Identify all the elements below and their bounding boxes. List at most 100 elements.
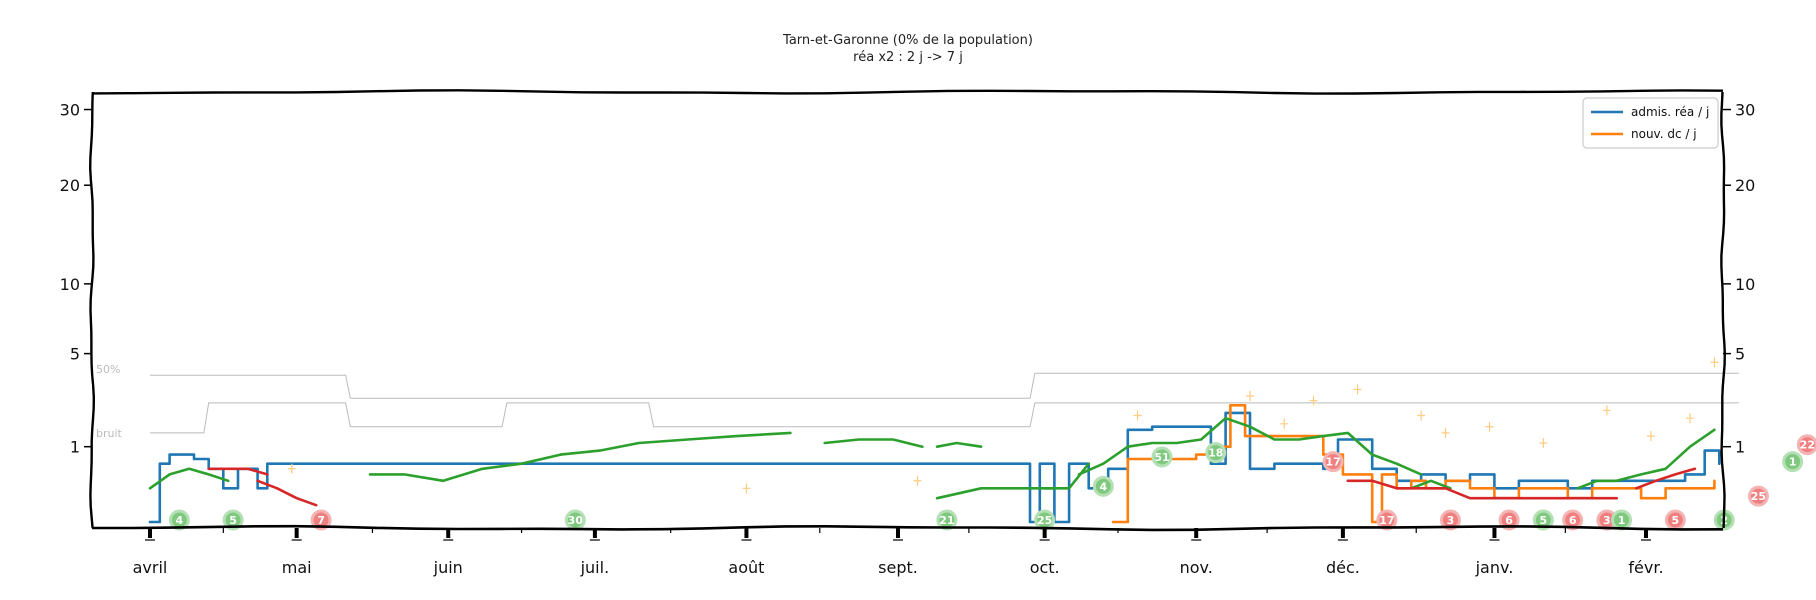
month-label: sept. bbox=[878, 558, 918, 577]
badge-13: 5 bbox=[1532, 509, 1554, 531]
badge-12: 6 bbox=[1498, 509, 1520, 531]
series-c2ca02c-segment-4 bbox=[935, 441, 983, 448]
cross-marker-5 bbox=[1280, 418, 1289, 429]
badge-circle bbox=[1205, 442, 1227, 464]
badge-label: 18 bbox=[1208, 447, 1223, 460]
threshold-bands: 50% bruit bbox=[96, 363, 1739, 440]
cross-marker-13 bbox=[1646, 431, 1655, 442]
badge-circle bbox=[1782, 451, 1804, 473]
badge-1: 5 bbox=[222, 509, 244, 531]
badge-label: 25 bbox=[1751, 490, 1766, 503]
cross-marker-9 bbox=[1441, 427, 1450, 438]
series-cd62728-segment-0 bbox=[207, 467, 269, 476]
badge-label: 22 bbox=[1800, 439, 1815, 452]
badge-label: 17 bbox=[1325, 456, 1340, 469]
badge-10: 17 bbox=[1376, 509, 1398, 531]
badge-16: 1 bbox=[1611, 509, 1633, 531]
cross-marker-11 bbox=[1539, 438, 1548, 449]
badge-19: 25 bbox=[1747, 485, 1769, 507]
series-layer bbox=[148, 404, 1721, 524]
badge-label: 1 bbox=[1789, 456, 1797, 469]
crosses-layer bbox=[287, 357, 1719, 494]
series-admis-r-a-j-line bbox=[148, 411, 1721, 524]
frame-left bbox=[88, 91, 96, 529]
badge-20: 1 bbox=[1782, 451, 1804, 473]
band-noise-label: bruit bbox=[96, 427, 123, 440]
badge-label: 5 bbox=[1540, 514, 1548, 527]
month-label: oct. bbox=[1030, 558, 1060, 577]
axes: 1 1 5 5 10 10 20 20 30 30 avril mai juin juil. août sep… bbox=[60, 89, 1755, 577]
badge-6: 4 bbox=[1092, 475, 1114, 497]
month-label: févr. bbox=[1628, 558, 1663, 577]
y-tick-label-left: 10 bbox=[60, 275, 80, 294]
badge-17: 5 bbox=[1664, 509, 1686, 531]
cross-marker-7 bbox=[1353, 384, 1362, 395]
badge-circle bbox=[310, 509, 332, 531]
cross-marker-15 bbox=[1710, 357, 1719, 368]
badge-4: 21 bbox=[936, 509, 958, 531]
badge-label: 5 bbox=[1672, 514, 1680, 527]
badge-circle bbox=[1092, 475, 1114, 497]
cross-marker-3 bbox=[1133, 410, 1142, 421]
badge-circle bbox=[1562, 509, 1584, 531]
y-tick-label-right: 20 bbox=[1735, 176, 1755, 195]
y-tick-label-left: 20 bbox=[60, 176, 80, 195]
legend-label-0: admis. réa / j bbox=[1631, 105, 1709, 119]
cross-marker-12 bbox=[1602, 405, 1611, 416]
badge-circle bbox=[1376, 509, 1398, 531]
legend: admis. réa / j nouv. dc / j bbox=[1582, 97, 1719, 149]
band-noise bbox=[150, 402, 1739, 434]
badge-circle bbox=[1498, 509, 1520, 531]
legend-box bbox=[1582, 97, 1719, 149]
series-c2ca02c-segment-8 bbox=[1410, 479, 1452, 490]
y-tick-label-left: 30 bbox=[60, 101, 80, 120]
badge-11: 3 bbox=[1439, 509, 1461, 531]
series-cd62728-segment-2 bbox=[1346, 479, 1423, 490]
month-label: déc. bbox=[1326, 558, 1360, 577]
cross-marker-8 bbox=[1417, 410, 1426, 421]
badge-21: 22 bbox=[1796, 434, 1816, 456]
badge-label: 6 bbox=[1505, 514, 1513, 527]
series-cd62728-segment-3 bbox=[1419, 487, 1618, 500]
y-tick-label-right: 5 bbox=[1735, 345, 1745, 364]
badge-7: 51 bbox=[1151, 446, 1173, 468]
cross-marker-6 bbox=[1309, 395, 1318, 406]
badge-2: 7 bbox=[310, 509, 332, 531]
badge-circle bbox=[222, 509, 244, 531]
series-c2ca02c-segment-5 bbox=[935, 487, 1056, 500]
badge-label: 6 bbox=[1569, 514, 1577, 527]
cross-marker-10 bbox=[1485, 421, 1494, 432]
chart-title-group: Tarn-et-Garonne (0% de la population) ré… bbox=[782, 33, 1033, 65]
badge-circle bbox=[1439, 509, 1461, 531]
badge-9: 17 bbox=[1322, 451, 1344, 473]
badge-0: 4 bbox=[168, 509, 190, 531]
badge-circle bbox=[1151, 446, 1173, 468]
badge-label: 30 bbox=[568, 514, 584, 527]
legend-label-1: nouv. dc / j bbox=[1631, 127, 1697, 141]
y-tick-label-right: 30 bbox=[1735, 101, 1755, 120]
badge-circle bbox=[936, 509, 958, 531]
badge-3: 30 bbox=[564, 509, 586, 531]
month-label: avril bbox=[133, 558, 168, 577]
month-label: juin bbox=[433, 558, 463, 577]
badge-5: 25 bbox=[1034, 509, 1056, 531]
series-c2ca02c-segment-7 bbox=[1077, 416, 1423, 476]
series-cd62728-segment-1 bbox=[256, 479, 318, 507]
series-c2ca02c-segment-3 bbox=[823, 438, 924, 448]
badge-circle bbox=[1532, 509, 1554, 531]
badge-label: 4 bbox=[176, 514, 184, 527]
y-tick-label-right: 10 bbox=[1735, 275, 1755, 294]
series-c2ca02c-segment-9 bbox=[1576, 428, 1716, 490]
badge-label: 4 bbox=[1100, 480, 1108, 493]
month-label: nov. bbox=[1180, 558, 1213, 577]
month-label: janv. bbox=[1475, 558, 1514, 577]
badge-circle bbox=[1747, 485, 1769, 507]
cross-marker-1 bbox=[742, 483, 751, 494]
band-50-label: 50% bbox=[96, 363, 120, 376]
frame-right bbox=[1720, 91, 1727, 529]
badge-8: 18 bbox=[1205, 442, 1227, 464]
badge-circle bbox=[1796, 434, 1816, 456]
series-c2ca02c-segment-6 bbox=[1043, 462, 1090, 490]
